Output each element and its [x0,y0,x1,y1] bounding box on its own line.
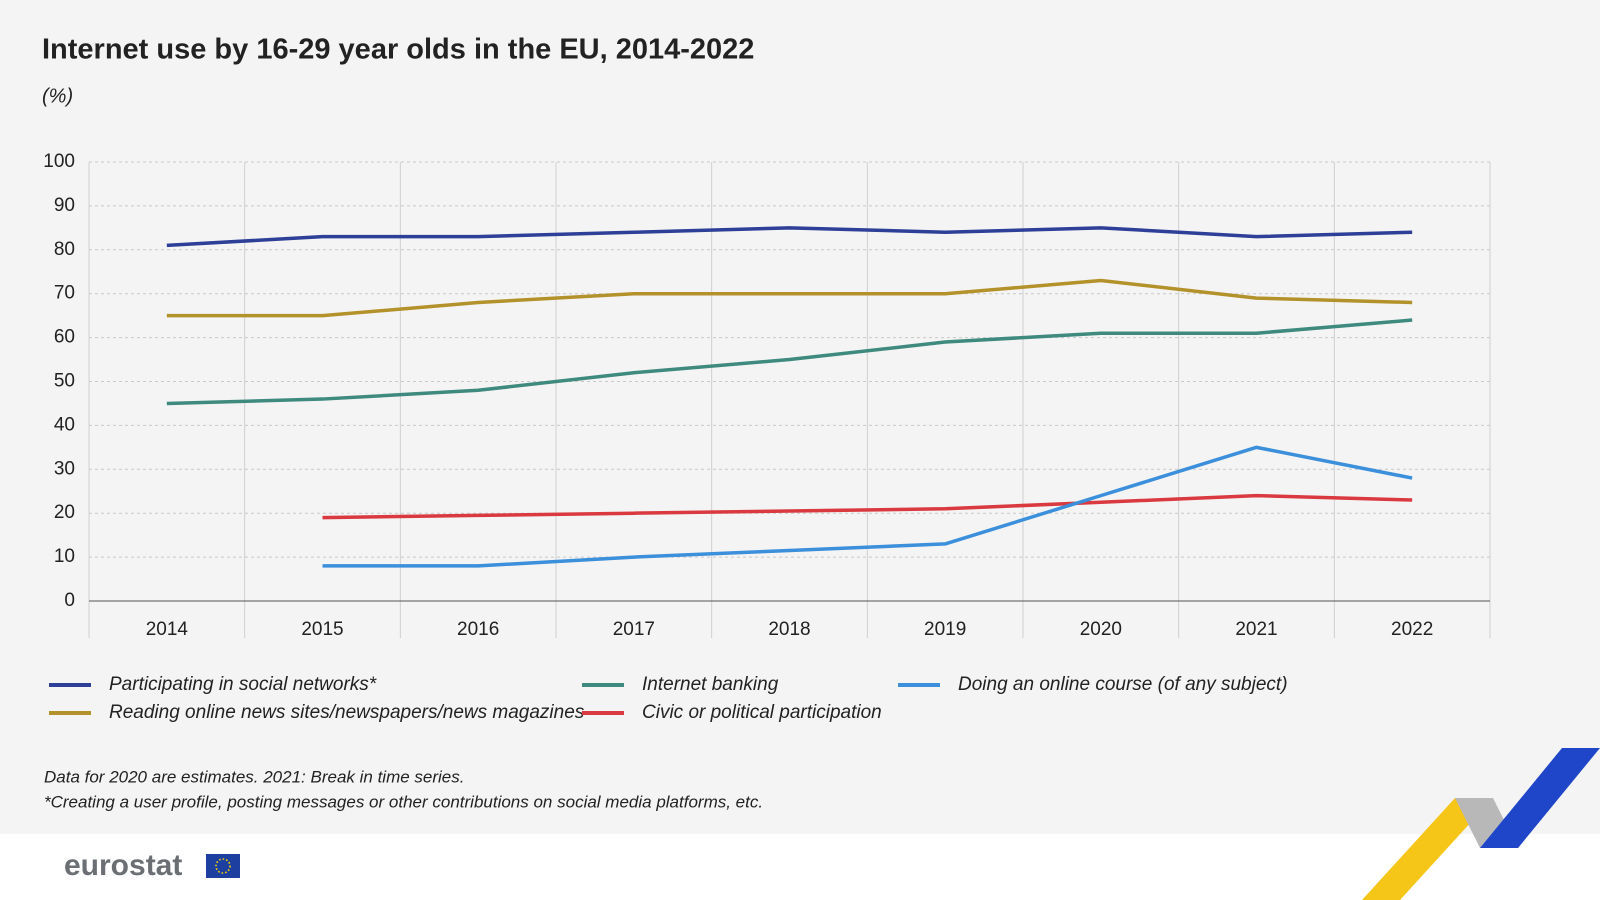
y-tick-label: 100 [43,151,75,172]
decoration [1362,748,1600,900]
note: *Creating a user profile, posting messag… [44,792,763,811]
y-tick-label: 0 [64,590,75,611]
series-line [166,278,1413,318]
note: Data for 2020 are estimates. 2021: Break… [44,767,464,786]
legend-label: Civic or political participation [642,702,882,723]
eu-flag [206,854,240,878]
y-tick-label: 30 [54,458,75,479]
y-tick-label: 80 [54,239,75,260]
series-line [166,318,1413,406]
plot: 0 10 20 30 40 50 60 70 80 90 100 2014 2015 2016 2017 20… [43,151,1491,640]
legend-label: Reading online news sites/newspapers/new… [109,702,585,723]
y-tick-label: 50 [54,371,75,392]
y-tick-label: 70 [54,283,75,304]
legend-label: Participating in social networks* [109,674,377,695]
legend-label: Doing an online course (of any subject) [958,674,1288,695]
legend-label: Internet banking [642,674,779,695]
legend: Participating in social networks* Reading… [49,674,1288,723]
series-line [166,226,1413,248]
y-tick-label: 10 [54,546,75,567]
x-tick-label: 2019 [924,619,966,640]
series-line [322,493,1413,520]
x-tick-label: 2022 [1391,619,1433,640]
x-tick-label: 2016 [457,619,499,640]
x-tick-label: 2017 [613,619,655,640]
x-tick-label: 2018 [768,619,810,640]
x-tick-label: 2015 [301,619,343,640]
y-tick-label: 40 [54,414,75,435]
series-line [322,445,1413,568]
y-tick-label: 60 [54,327,75,348]
footer [0,834,1600,900]
x-tick-label: 2020 [1080,619,1122,640]
x-tick-label: 2014 [146,619,189,640]
y-tick-label: 20 [54,502,75,523]
chart-title: Internet use by 16-29 year olds in the E… [42,34,754,66]
background [0,0,1600,834]
chart-subtitle: (%) [42,85,73,107]
x-tick-label: 2021 [1235,619,1277,640]
logo-text: eurostat [64,849,182,882]
y-tick-label: 90 [54,195,75,216]
